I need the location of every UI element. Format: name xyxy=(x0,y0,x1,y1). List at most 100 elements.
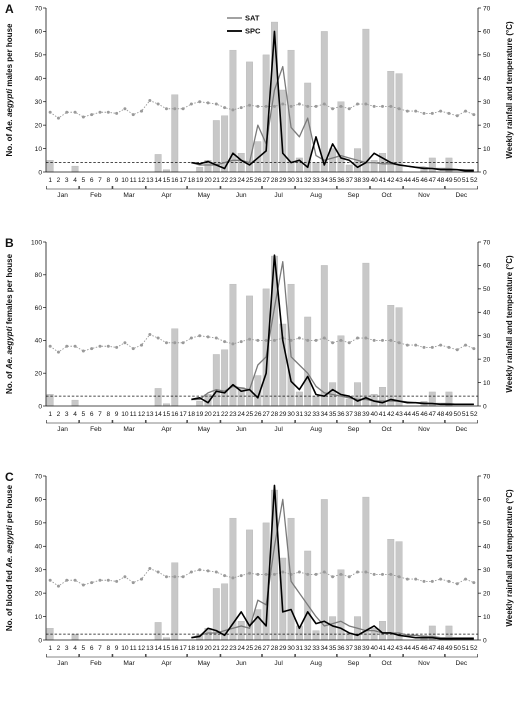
month-bracket xyxy=(262,420,296,424)
y2-tick-label: 20 xyxy=(483,590,491,597)
temperature-point xyxy=(356,336,360,340)
x-tick-label: 16 xyxy=(171,177,179,184)
temperature-point xyxy=(414,109,418,113)
y-axis-title-part: No. of xyxy=(5,132,14,157)
x-tick-label: 23 xyxy=(229,177,237,184)
temperature-point xyxy=(181,107,185,111)
x-tick-label: 51 xyxy=(462,411,470,418)
x-tick-label: 17 xyxy=(179,177,187,184)
temperature-point xyxy=(81,115,85,119)
month-label: Apr xyxy=(161,660,172,667)
temperature-point xyxy=(264,572,268,576)
x-tick-label: 22 xyxy=(221,645,229,652)
month-bracket xyxy=(295,420,337,424)
x-tick-label: 12 xyxy=(138,411,146,418)
temperature-point xyxy=(206,101,210,105)
temperature-point xyxy=(248,571,252,575)
x-tick-label: 32 xyxy=(304,411,312,418)
x-tick-label: 28 xyxy=(271,645,279,652)
x-tick-label: 5 xyxy=(82,645,86,652)
x-tick-label: 52 xyxy=(470,411,478,418)
rainfall-bar xyxy=(329,148,337,173)
temperature-point xyxy=(447,579,451,583)
y2-tick-label: 0 xyxy=(483,169,487,176)
x-tick-label: 45 xyxy=(412,411,420,418)
y-axis-title-part: males per house xyxy=(5,23,14,89)
month-label: Jan xyxy=(57,192,68,199)
rainfall-bar xyxy=(395,73,403,173)
x-tick-label: 12 xyxy=(138,177,146,184)
temperature-point xyxy=(322,336,326,340)
temperature-point xyxy=(430,345,434,349)
temperature-point xyxy=(322,570,326,574)
month-bracket xyxy=(145,186,188,190)
temperature-point xyxy=(90,581,94,585)
temperature-point xyxy=(331,575,335,579)
y2-tick-label: 40 xyxy=(483,544,491,551)
temperature-point xyxy=(164,575,168,579)
month-label: Jun xyxy=(236,426,247,433)
temperature-point xyxy=(272,104,276,108)
temperature-point xyxy=(73,578,77,582)
month-label: Dec xyxy=(456,192,468,199)
month-label: Nov xyxy=(418,660,430,667)
y-axis-title: No. of Ae. aegypti males per house xyxy=(5,23,14,156)
month-bracket xyxy=(220,186,262,190)
month-bracket xyxy=(79,654,113,658)
temperature-point xyxy=(90,347,94,351)
y-tick-label: 50 xyxy=(35,520,43,527)
panel-label: B xyxy=(5,236,14,250)
x-tick-label: 33 xyxy=(312,645,320,652)
x-tick-label: 20 xyxy=(204,411,212,418)
temperature-point xyxy=(372,338,376,342)
temperature-point xyxy=(140,343,144,347)
temperature-point xyxy=(439,109,443,113)
temperature-point xyxy=(198,568,202,572)
temperature-point xyxy=(306,572,310,576)
temperature-point xyxy=(339,338,343,342)
x-tick-label: 34 xyxy=(321,645,329,652)
temperature-point xyxy=(472,347,476,351)
rainfall-bar xyxy=(362,28,370,173)
month-label: Mar xyxy=(123,192,135,199)
temperature-point xyxy=(123,575,127,579)
month-bracket xyxy=(187,420,221,424)
month-bracket xyxy=(187,186,221,190)
month-bracket xyxy=(370,654,404,658)
x-tick-label: 26 xyxy=(254,177,262,184)
x-tick-label: 15 xyxy=(163,645,171,652)
temperature-point xyxy=(455,348,459,352)
temperature-point xyxy=(380,572,384,576)
y-axis-title-part: No. of blood fed xyxy=(5,568,14,631)
temperature-point xyxy=(231,108,235,112)
temperature-point xyxy=(422,579,426,583)
temperature-point xyxy=(164,107,168,111)
temperature-line xyxy=(49,99,475,119)
x-tick-label: 5 xyxy=(82,411,86,418)
temperature-point xyxy=(272,572,276,576)
temperature-point xyxy=(397,107,401,111)
temperature-point xyxy=(198,334,202,338)
rainfall-bar xyxy=(387,305,395,407)
x-tick-label: 3 xyxy=(65,177,69,184)
month-bracket xyxy=(220,420,262,424)
y2-tick-label: 60 xyxy=(483,29,491,36)
month-label: Oct xyxy=(381,426,391,433)
x-tick-label: 52 xyxy=(470,645,478,652)
rainfall-bar xyxy=(71,399,79,407)
x-tick-label: 46 xyxy=(420,645,428,652)
temperature-point xyxy=(464,577,468,581)
month-label: May xyxy=(198,426,211,433)
temperature-point xyxy=(148,567,152,571)
month-bracket xyxy=(145,420,188,424)
temperature-point xyxy=(248,337,252,341)
y2-tick-label: 30 xyxy=(483,99,491,106)
x-tick-label: 47 xyxy=(429,645,437,652)
x-tick-label: 11 xyxy=(130,645,137,652)
x-tick-label: 38 xyxy=(354,411,362,418)
temperature-point xyxy=(364,102,368,106)
rainfall-bar xyxy=(46,160,54,173)
rainfall-bar xyxy=(287,283,295,407)
x-tick-label: 48 xyxy=(437,177,445,184)
x-tick-label: 1 xyxy=(48,177,52,184)
